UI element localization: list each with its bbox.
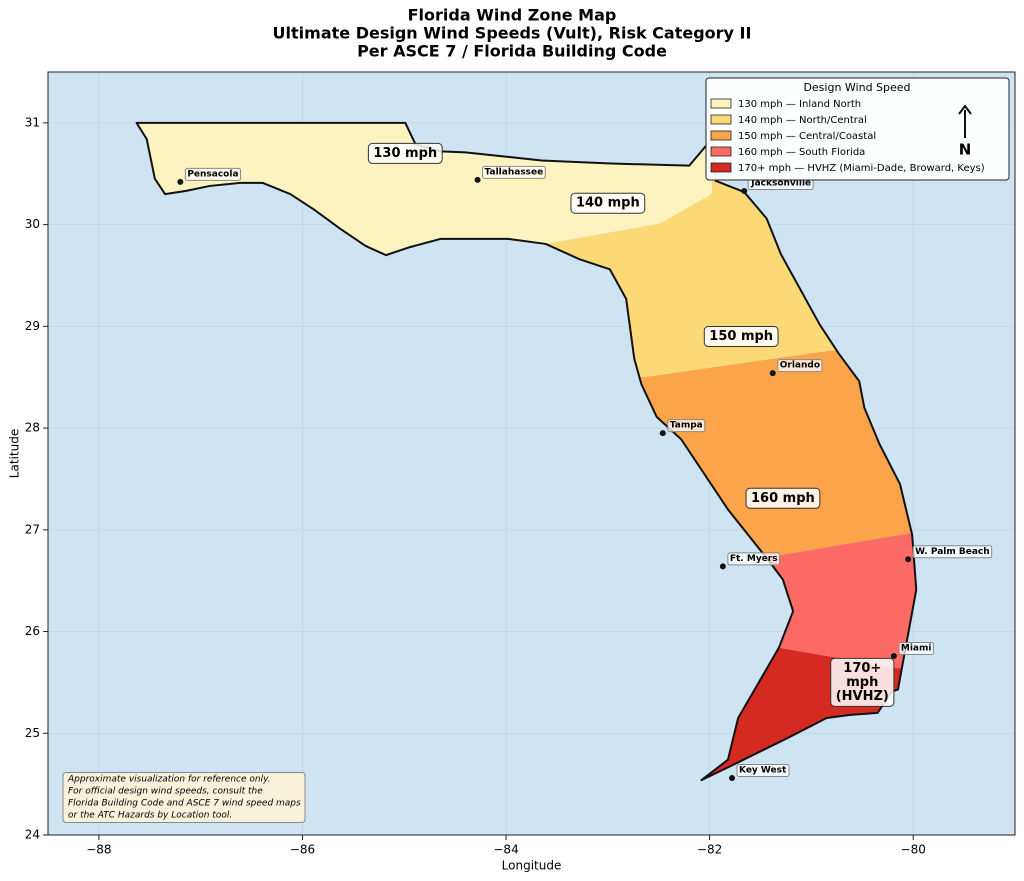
- zone-label-text: 130 mph: [373, 146, 437, 161]
- y-tick-label: 27: [25, 522, 40, 536]
- city-point: [905, 556, 912, 563]
- legend-swatch: [710, 162, 732, 173]
- y-tick-label: 26: [25, 624, 40, 638]
- y-tick-label: 31: [25, 115, 40, 129]
- legend-entry: 130 mph — Inland North: [738, 99, 861, 110]
- zone-label-text: 150 mph: [709, 329, 773, 344]
- label-box: [703, 326, 779, 348]
- label-box: [184, 167, 242, 181]
- chart-title: Florida Wind Zone Map: [408, 6, 617, 25]
- city-label: Miami: [898, 641, 934, 655]
- label-box: [736, 764, 790, 778]
- label-box: [570, 192, 646, 214]
- legend-entry: 160 mph — South Florida: [738, 147, 865, 158]
- y-tick-label: 25: [25, 726, 40, 740]
- city-label: Ft. Myers: [727, 552, 781, 566]
- y-tick-label: 30: [25, 217, 40, 231]
- zone-label-text: 140 mph: [576, 196, 640, 211]
- plot-frame: [47, 71, 1016, 836]
- zone-label: 140 mph: [570, 192, 646, 214]
- city-name: Ft. Myers: [730, 554, 778, 564]
- city-label: Tallahassee: [482, 165, 546, 179]
- zone-label-text: (HVHZ): [836, 689, 889, 704]
- zone-label: 150 mph: [703, 326, 779, 348]
- city-name: Jacksonville: [750, 179, 811, 189]
- legend-box: [705, 77, 1010, 181]
- city-point: [719, 563, 726, 570]
- city-point: [890, 652, 897, 659]
- x-tick-label: −82: [697, 843, 722, 857]
- label-box: [727, 552, 781, 566]
- x-tick-label: −84: [493, 843, 518, 857]
- city-name: Pensacola: [187, 169, 238, 179]
- label-box: [62, 772, 306, 823]
- legend-entry: 140 mph — North/Central: [738, 115, 867, 126]
- zone-label: 160 mph: [745, 487, 821, 509]
- city-point: [659, 430, 666, 437]
- x-axis-label: Longitude: [502, 859, 562, 873]
- city-label: Orlando: [777, 359, 823, 373]
- label-box: [745, 487, 821, 509]
- zone-label-text: mph: [846, 675, 878, 690]
- chart-title: Per ASCE 7 / Florida Building Code: [357, 42, 667, 61]
- city-name: W. Palm Beach: [915, 547, 990, 557]
- zone-label-text: 170+: [843, 661, 881, 676]
- y-axis-label: Latitude: [8, 429, 22, 478]
- north-label: N: [959, 141, 972, 159]
- legend-title: Design Wind Speed: [803, 81, 910, 94]
- zone-label: 170+mph(HVHZ): [830, 657, 895, 707]
- y-tick-label: 28: [25, 421, 40, 435]
- city-name: Tampa: [670, 421, 703, 431]
- label-box: [482, 165, 546, 179]
- label-box: [367, 142, 443, 164]
- note-line: or the ATC Hazards by Location tool.: [68, 811, 232, 821]
- x-tick-label: −88: [86, 843, 111, 857]
- note-line: For official design wind speeds, consult…: [68, 787, 263, 797]
- city-label: W. Palm Beach: [912, 545, 993, 559]
- note-line: Approximate visualization for reference …: [67, 775, 271, 785]
- label-box: [898, 641, 934, 655]
- city-label: Tampa: [667, 419, 706, 433]
- north-arrowhead: [958, 104, 972, 115]
- label-box: [912, 545, 993, 559]
- legend-entry: 170+ mph — HVHZ (Miami-Dade, Broward, Ke…: [738, 163, 985, 174]
- legend-swatch: [710, 130, 732, 141]
- city-name: Tallahassee: [485, 167, 544, 177]
- note: Approximate visualization for reference …: [62, 772, 306, 823]
- legend: Design Wind Speed 130 mph — Inland North 1…: [705, 77, 1010, 181]
- legend-entry: 150 mph — Central/Coastal: [738, 131, 876, 142]
- city-label: Pensacola: [184, 167, 242, 181]
- label-box: [667, 419, 706, 433]
- legend-swatch: [710, 114, 732, 125]
- x-tick-label: −80: [901, 843, 926, 857]
- y-tick-label: 29: [25, 319, 40, 333]
- city-point: [741, 188, 748, 195]
- city-point: [769, 370, 776, 377]
- label-box: [777, 359, 823, 373]
- city-point: [729, 775, 736, 782]
- x-tick-label: −86: [290, 843, 315, 857]
- chart-title: Ultimate Design Wind Speeds (Vult), Risk…: [273, 24, 752, 43]
- city-name: Key West: [739, 766, 787, 776]
- legend-swatch: [710, 98, 732, 109]
- y-tick-label: 24: [25, 828, 40, 842]
- city-point: [177, 178, 184, 185]
- zone-label-text: 160 mph: [751, 491, 815, 506]
- legend-swatch: [710, 146, 732, 157]
- city-name: Miami: [901, 643, 932, 653]
- zone-label: 130 mph: [367, 142, 443, 164]
- note-line: Florida Building Code and ASCE 7 wind sp…: [68, 799, 301, 809]
- city-point: [474, 176, 481, 183]
- label-box: [830, 657, 895, 707]
- city-name: Orlando: [780, 361, 820, 371]
- state-outline: [135, 121, 918, 782]
- city-label: Key West: [736, 764, 790, 778]
